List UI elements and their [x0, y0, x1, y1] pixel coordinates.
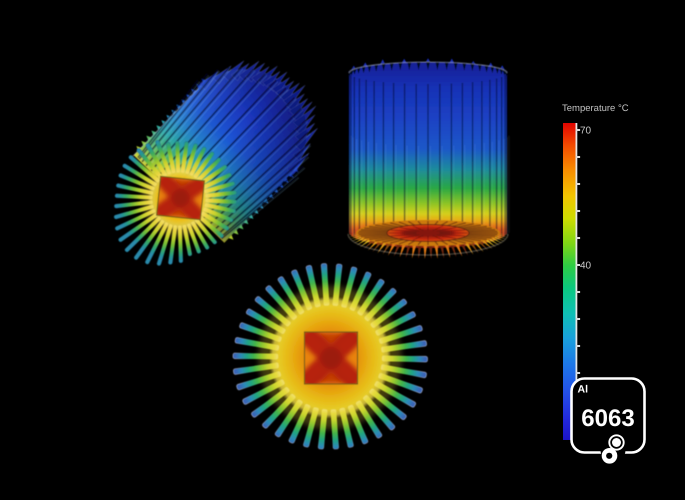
svg-text:70: 70	[580, 126, 592, 137]
svg-text:Temperature °C: Temperature °C	[562, 103, 629, 114]
svg-text:40: 40	[580, 261, 592, 272]
svg-text:6063: 6063	[581, 405, 634, 432]
svg-text:Al: Al	[578, 384, 589, 396]
